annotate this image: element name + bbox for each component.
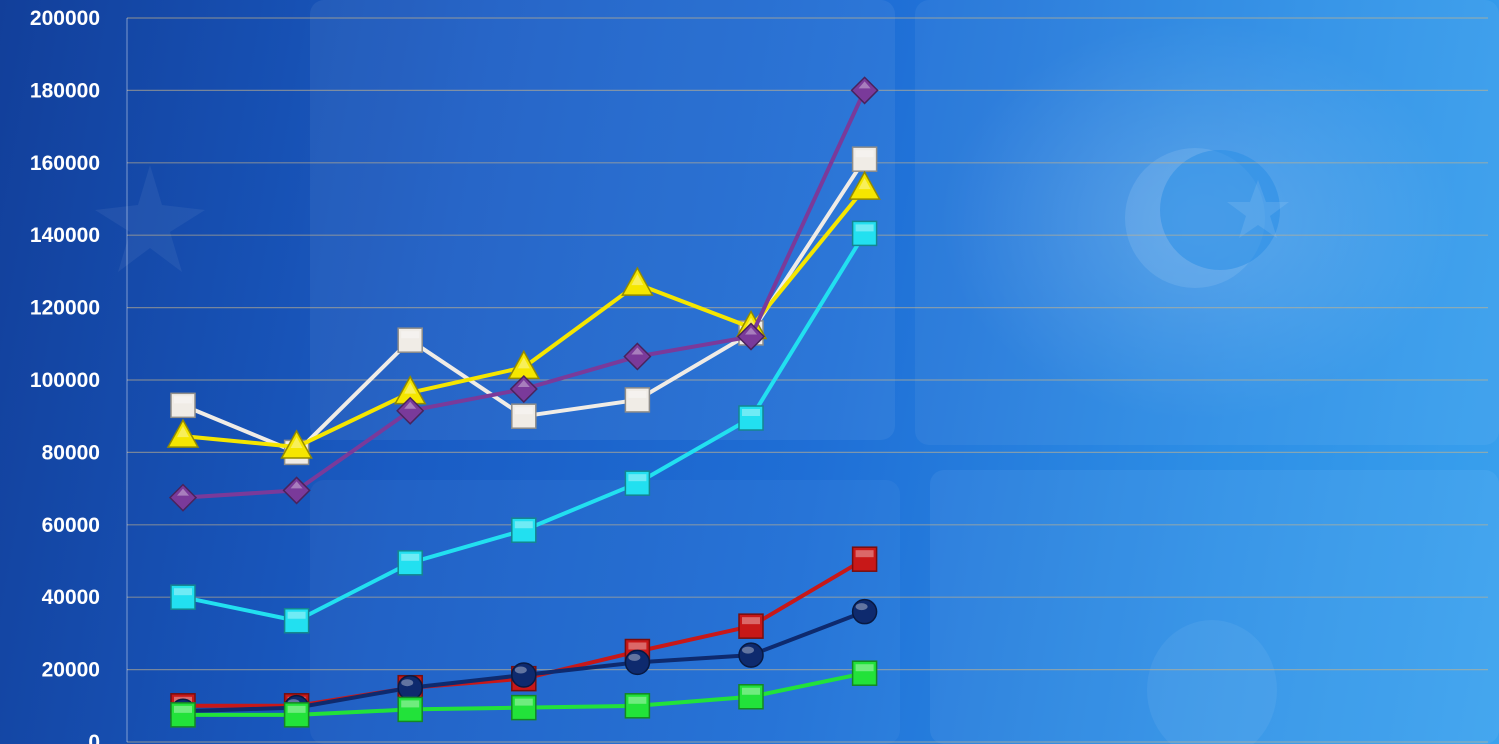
series-4-point-7 — [851, 220, 878, 247]
series-4-point-2 — [283, 607, 310, 634]
series-1-point-1 — [170, 392, 196, 419]
series-7-point-6 — [738, 684, 764, 710]
y-tick-label: 200000 — [30, 7, 100, 30]
series-4-point-4 — [511, 517, 537, 543]
y-tick-label: 40000 — [42, 586, 100, 609]
series-5-point-6 — [738, 613, 764, 639]
series-4 — [170, 220, 878, 634]
series-7-point-2 — [283, 702, 310, 728]
series-1-point-4 — [511, 403, 537, 429]
series-3 — [168, 76, 879, 512]
series-6-point-3 — [397, 674, 423, 701]
y-tick-label: 180000 — [30, 79, 100, 102]
series-1-point-3 — [397, 327, 423, 353]
y-tick-label: 60000 — [42, 514, 100, 537]
series-1-point-5 — [624, 387, 651, 413]
series-7-point-1 — [170, 702, 196, 728]
series-4-point-6 — [738, 405, 764, 431]
series-3-point-6 — [736, 322, 766, 351]
y-tick-label: 120000 — [30, 297, 100, 320]
series-2-point-2 — [280, 429, 313, 459]
series-3-point-1 — [168, 483, 198, 512]
background-decoration — [95, 0, 1499, 744]
y-tick-label: 100000 — [30, 369, 100, 392]
series-6-point-6 — [738, 642, 764, 668]
series-7-point-7 — [851, 660, 878, 686]
y-tick-label: 80000 — [42, 441, 100, 464]
series-7-point-5 — [624, 693, 651, 719]
y-axis: 0 20000 40000 60000 80000 100000 120000 140000 1… — [30, 7, 128, 744]
series-3-point-2 — [282, 476, 311, 505]
series-layer — [166, 76, 881, 728]
y-tick-label: 20000 — [42, 659, 100, 682]
y-tick-label: 140000 — [30, 224, 100, 247]
series-7-point-4 — [511, 694, 537, 721]
series-3-point-3 — [396, 396, 425, 425]
series-5-point-7 — [851, 546, 878, 572]
series-2-point-1 — [166, 418, 200, 448]
series-6-point-5 — [624, 649, 651, 676]
y-tick-label: 160000 — [30, 152, 100, 175]
series-7 — [170, 660, 878, 728]
series-6-point-7 — [851, 598, 878, 625]
series-3-point-5 — [623, 342, 652, 371]
series-3-point-7 — [850, 76, 879, 105]
series-3-point-4 — [509, 374, 538, 404]
series-2-point-5 — [621, 266, 654, 296]
series-2-point-7 — [848, 170, 881, 200]
series-7-point-3 — [397, 696, 423, 723]
series-4-point-5 — [624, 470, 651, 496]
series-4-point-1 — [170, 584, 196, 610]
series-4-point-3 — [397, 550, 423, 576]
series-6-point-4 — [511, 662, 537, 688]
y-tick-label: 0 — [88, 731, 100, 744]
